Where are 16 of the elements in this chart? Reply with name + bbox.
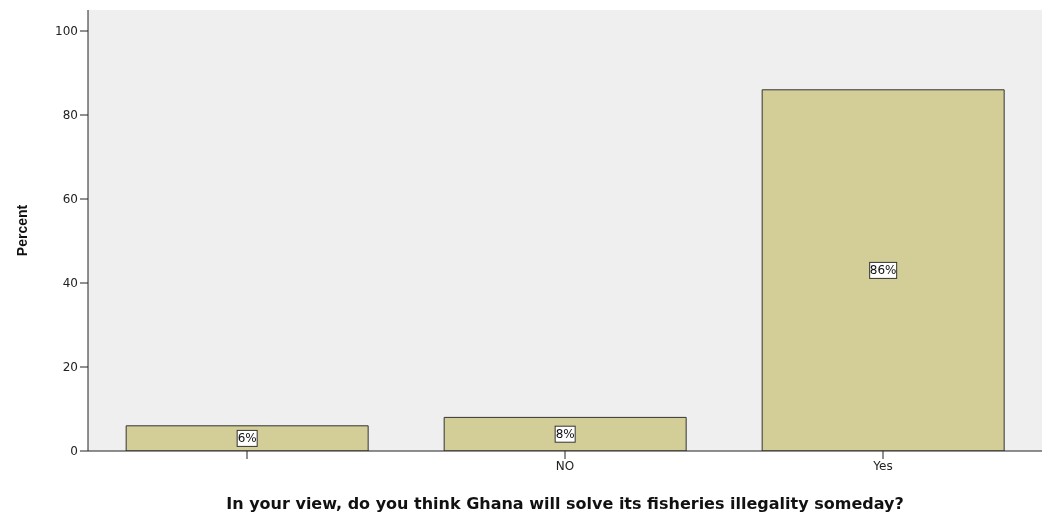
y-tick-label: 60	[62, 192, 78, 207]
y-tick-label: 0	[70, 444, 78, 459]
bar	[761, 89, 1005, 451]
data-label: 6%	[237, 431, 257, 446]
bar	[125, 425, 369, 451]
y-tick-label: 20	[62, 360, 78, 375]
data-label: 86%	[869, 263, 897, 278]
y-tick-label: 80	[62, 108, 78, 123]
y-tick-label: 100	[55, 24, 78, 39]
y-tick-label: 40	[62, 276, 78, 291]
bar	[443, 416, 687, 451]
data-label: 8%	[555, 427, 575, 442]
x-axis-title: In your view, do you think Ghana will solve its fisheries illegality someday?	[226, 494, 904, 513]
x-tick-label: NO	[555, 458, 575, 473]
y-axis-title: Percent	[13, 204, 30, 257]
x-tick-label: Yes	[872, 458, 893, 473]
